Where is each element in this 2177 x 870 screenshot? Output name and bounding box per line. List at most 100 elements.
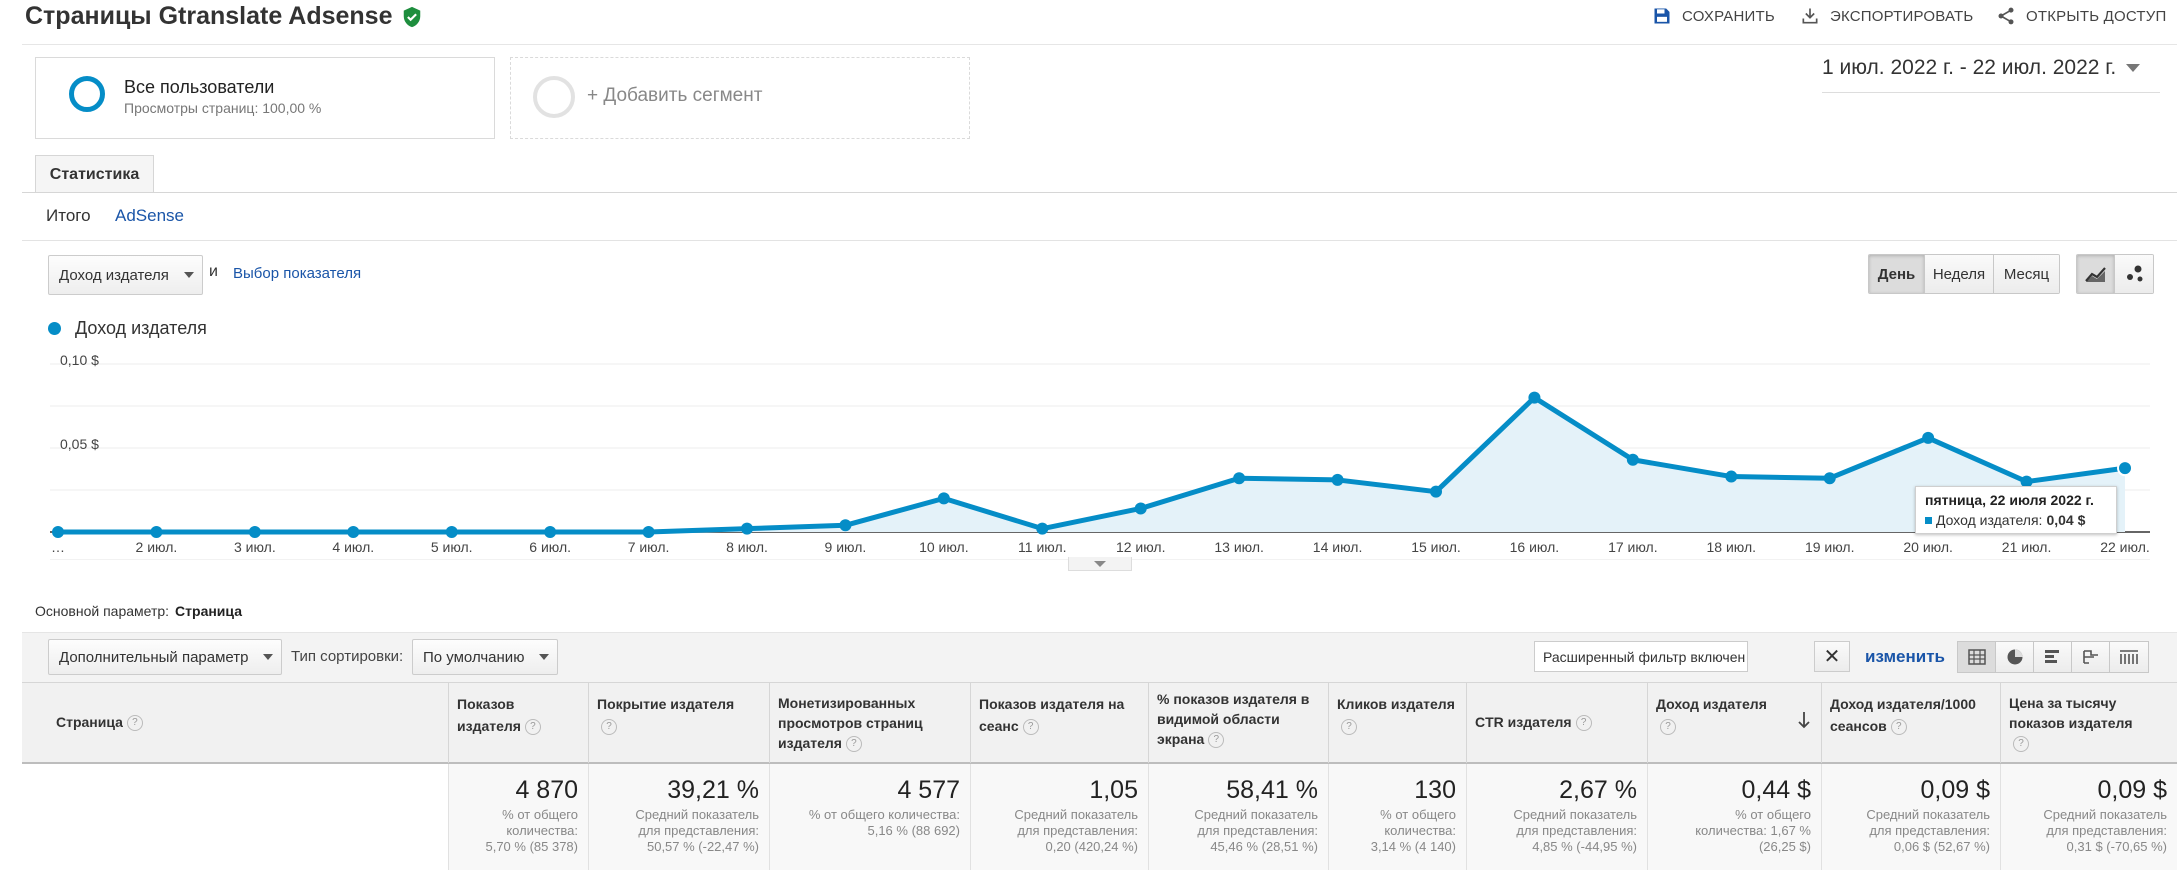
help-icon[interactable]: ? [601,719,617,736]
primary-dimension-value[interactable]: Страница [175,603,242,619]
date-range-underline [1822,92,2160,93]
col-header-clicks[interactable]: Кликов издателя? [1328,683,1466,763]
revenue-chart: 0,10 $ 0,05 $ … 2 июл. 3 июл. 4 июл. 5 июл. 6 и… [50,352,2150,560]
series-square-icon [1925,516,1932,524]
help-icon[interactable]: ? [1575,715,1592,732]
period-day-button[interactable]: День [1869,255,1925,293]
total-cell: 0,09 $ Средний показатель для представлен… [1821,764,2000,870]
x-tick-label: 6 июл. [529,539,571,555]
data-point [2020,475,2033,488]
x-tick-label: 5 июл. [431,539,473,555]
choose-metric-link[interactable]: Выбор показателя [233,265,362,282]
edit-filter-link[interactable]: изменить [1865,647,1946,666]
export-button[interactable]: ЭКСПОРТИРОВАТЬ [1800,6,1973,26]
line-chart-icon[interactable] [2077,255,2116,293]
tab-divider [22,192,2177,193]
data-point [52,526,64,538]
help-icon[interactable]: ? [845,736,862,753]
chevron-down-icon [2126,64,2141,72]
col-header-impressions[interactable]: Показов издателя? [448,683,588,763]
performance-view-icon[interactable] [2034,642,2072,672]
col-header-monetized-views[interactable]: Монетизированных просмотров страниц изда… [769,683,970,763]
chart-type-buttons [2076,254,2154,294]
segment-all-users[interactable]: Все пользователи Просмотры страниц: 100,… [35,57,495,139]
download-icon [1802,8,1818,24]
col-header-ctr[interactable]: CTR издателя? [1466,683,1647,763]
total-cell: 4 577 % от общего количества: 5,16 % (88 … [769,764,970,870]
sort-type-select[interactable]: По умолчанию [412,639,558,675]
add-segment-button[interactable]: + Добавить сегмент [510,57,970,139]
sort-descending-icon [1798,712,1810,729]
col-header-impressions-per-session[interactable]: Показов издателя на сеанс? [970,683,1148,763]
clear-filter-button[interactable]: ✕ [1814,641,1850,672]
page-title: Страницы Gtranslate Adsense [25,2,423,31]
chevron-down-icon [539,654,549,660]
help-icon[interactable]: ? [1660,719,1676,736]
help-icon[interactable]: ? [2013,736,2029,753]
help-icon[interactable]: ? [1022,719,1039,736]
data-point [741,522,753,535]
chart-collapse-handle[interactable] [1068,557,1132,571]
period-month-button[interactable]: Месяц [1994,255,2059,293]
data-point [1725,470,1738,483]
pivot-view-icon[interactable] [2110,642,2148,672]
motion-chart-icon[interactable] [2115,255,2153,293]
data-point [1036,522,1049,535]
chart-tooltip: пятница, 22 июля 2022 г. Доход издателя:… [1915,486,2117,534]
help-icon[interactable]: ? [126,715,143,732]
col-header-revenue[interactable]: Доход издателя? [1647,683,1821,763]
total-cell: 2,67 % Средний показатель для представлен… [1466,764,1647,870]
col-header-revenue-per-1000-sessions[interactable]: Доход издателя/1000 сеансов? [1821,683,2000,763]
col-header-viewable-percent[interactable]: % показов издателя в видимой области экр… [1148,683,1328,763]
save-icon [1654,8,1670,24]
metric-select[interactable]: Доход издателя [48,255,203,295]
y-tick-label: 0,05 $ [60,436,99,452]
total-cell: 58,41 % Средний показатель для представле… [1148,764,1328,870]
table-view-buttons [1957,641,2149,673]
x-tick-label: 20 июл. [1903,539,1953,555]
sort-type-label: Тип сортировки: [291,648,404,665]
tooltip-label: Доход издателя: [1936,512,2043,528]
help-icon[interactable]: ? [524,719,541,736]
segment-ring-icon [69,76,105,112]
col-header-coverage[interactable]: Покрытие издателя? [588,683,769,763]
data-point [544,526,557,538]
data-point [1528,391,1541,404]
data-point [347,526,360,538]
pie-view-icon[interactable] [1996,642,2034,672]
tab-statistics[interactable]: Статистика [35,155,154,193]
x-tick-label: 7 июл. [628,539,670,555]
date-range-picker[interactable]: 1 июл. 2022 г. - 22 июл. 2022 г. [1822,56,2162,80]
legend-label: Доход издателя [75,318,207,338]
tooltip-row: Доход издателя: 0,04 $ [1925,512,2107,528]
period-week-button[interactable]: Неделя [1925,255,1994,293]
col-header-page[interactable]: Страница? [22,683,448,763]
verified-shield-icon [403,6,420,27]
empty-segment-ring-icon [533,76,575,118]
y-tick-label: 0,10 $ [60,352,99,368]
advanced-filter-field[interactable]: Расширенный фильтр включен [1534,641,1748,672]
help-icon[interactable]: ? [1208,732,1225,749]
data-point [248,526,261,538]
help-icon[interactable]: ? [1890,719,1907,736]
save-button[interactable]: СОХРАНИТЬ [1652,6,1775,26]
col-header-ecpm[interactable]: Цена за тысячу показов издателя? [2000,683,2177,763]
x-tick-label: 9 июл. [825,539,867,555]
subtab-adsense[interactable]: AdSense [115,206,184,225]
table-view-icon[interactable] [1958,642,1996,672]
subtab-summary[interactable]: Итого [46,206,91,225]
tooltip-title: пятница, 22 июля 2022 г. [1925,492,2094,508]
x-tick-label: 22 июл. [2100,539,2150,555]
x-tick-label: 11 июл. [1018,539,1067,555]
comparison-view-icon[interactable] [2072,642,2110,672]
x-tick-label: 3 июл. [234,539,276,555]
share-button[interactable]: ОТКРЫТЬ ДОСТУП [1996,6,2166,26]
help-icon[interactable]: ? [1341,719,1357,736]
total-cell: 130 % от общего количества: 3,14 % (4 140) [1328,764,1466,870]
data-point [1626,453,1639,466]
x-tick-label: 15 июл. [1411,539,1461,555]
secondary-dimension-select[interactable]: Дополнительный параметр [48,639,282,675]
data-point [1922,431,1935,444]
data-point [839,519,852,532]
x-tick-label: 8 июл. [726,539,768,555]
